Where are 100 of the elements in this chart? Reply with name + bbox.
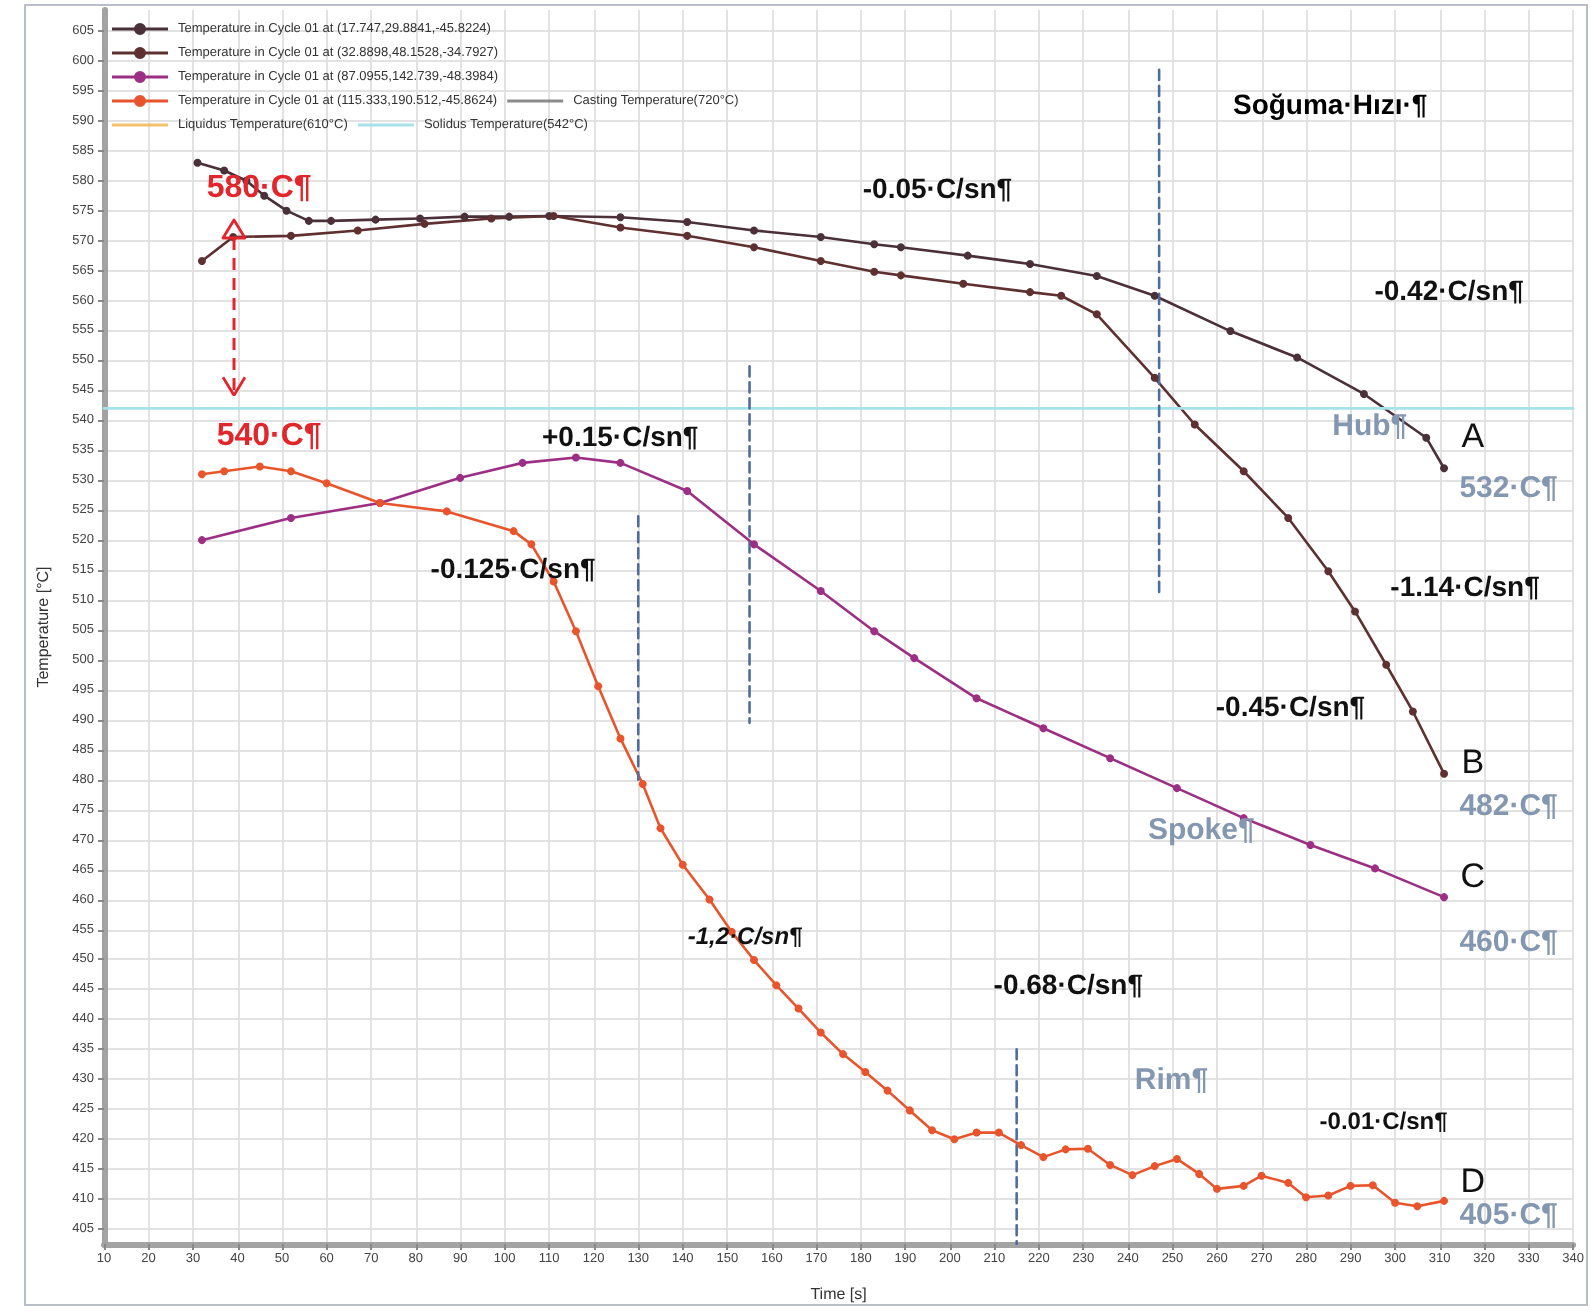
point	[327, 216, 336, 225]
point	[683, 231, 692, 240]
point	[286, 513, 295, 522]
point	[896, 243, 905, 252]
point	[1057, 291, 1066, 300]
point	[1128, 1171, 1137, 1180]
point	[1239, 1181, 1248, 1190]
point	[950, 1135, 959, 1144]
point	[518, 458, 527, 467]
annotation: +0.15·C/sn¶	[542, 420, 699, 453]
point	[678, 860, 687, 869]
point	[571, 453, 580, 462]
point	[1017, 1141, 1026, 1150]
annotation: 540·C¶	[216, 419, 322, 454]
point	[505, 212, 514, 221]
point	[905, 1106, 914, 1115]
annotation: -0.01·C/sn¶	[1319, 1106, 1449, 1135]
point	[1382, 660, 1391, 669]
point	[1351, 607, 1360, 616]
point	[197, 257, 206, 265]
point	[1092, 310, 1101, 319]
annotation: 460·C¶	[1459, 925, 1558, 960]
point	[1324, 567, 1333, 576]
point	[527, 540, 536, 549]
point	[1257, 1171, 1266, 1180]
point	[1226, 327, 1235, 336]
point	[304, 216, 313, 225]
point	[282, 206, 291, 215]
point	[1440, 1196, 1449, 1205]
point	[816, 233, 825, 242]
point	[972, 694, 981, 703]
point	[963, 251, 972, 260]
point	[839, 1050, 848, 1059]
point	[1368, 1181, 1377, 1190]
point	[1371, 864, 1380, 873]
annotation: -0.42·C/sn¶	[1374, 274, 1525, 307]
point	[416, 214, 425, 223]
point	[861, 1068, 870, 1077]
point	[1195, 1169, 1204, 1178]
point	[487, 214, 496, 223]
point	[870, 627, 879, 636]
point	[353, 226, 362, 235]
point	[286, 467, 295, 476]
point	[1359, 389, 1368, 398]
point	[816, 587, 825, 596]
point	[1026, 288, 1035, 297]
annotation: C	[1460, 857, 1486, 896]
point	[1408, 707, 1417, 716]
x-axis-title: Time [s]	[810, 1285, 867, 1303]
point	[1302, 1193, 1311, 1202]
point	[1150, 1162, 1159, 1171]
point	[220, 467, 229, 476]
point	[705, 895, 714, 904]
point	[1190, 420, 1199, 429]
point	[616, 223, 625, 232]
point	[870, 267, 879, 276]
annotation: Hub¶	[1332, 409, 1408, 444]
point	[1346, 1181, 1355, 1190]
point	[972, 1128, 981, 1137]
point	[193, 158, 202, 167]
point	[638, 779, 647, 788]
point	[616, 213, 625, 222]
y-axis-title: Temperature [°C]	[33, 566, 52, 688]
point	[460, 212, 469, 221]
point	[1039, 724, 1048, 733]
point	[371, 215, 380, 224]
point	[1239, 467, 1248, 476]
point	[750, 956, 758, 965]
point	[928, 1126, 937, 1135]
point	[1150, 291, 1159, 300]
point	[816, 1028, 825, 1037]
point	[1440, 464, 1449, 473]
annotation: Soğuma·Hızı·¶	[1232, 87, 1428, 120]
annotation: D	[1460, 1161, 1486, 1200]
point	[255, 462, 264, 471]
point	[1039, 1153, 1048, 1162]
point	[772, 981, 781, 990]
point	[197, 470, 206, 479]
annotation: -0.05·C/sn¶	[862, 172, 1013, 205]
point	[910, 654, 919, 663]
point	[1026, 259, 1035, 268]
point	[1284, 1178, 1293, 1187]
point	[750, 226, 758, 235]
point	[1306, 841, 1315, 850]
point	[870, 240, 879, 249]
annotation: -0.68·C/sn¶	[993, 968, 1144, 1001]
point	[1213, 1184, 1221, 1193]
annotation: Spoke¶	[1147, 813, 1255, 848]
point	[1150, 373, 1159, 382]
point	[1092, 271, 1101, 280]
annotation: A	[1461, 417, 1486, 456]
point	[1422, 433, 1431, 442]
point	[1440, 769, 1449, 778]
annotation: 532·C¶	[1459, 471, 1558, 506]
point	[683, 218, 692, 227]
annotation: Rim¶	[1134, 1063, 1209, 1098]
point	[750, 540, 758, 549]
point	[1391, 1198, 1400, 1207]
point	[594, 682, 603, 691]
annotation: 405·C¶	[1459, 1197, 1558, 1232]
